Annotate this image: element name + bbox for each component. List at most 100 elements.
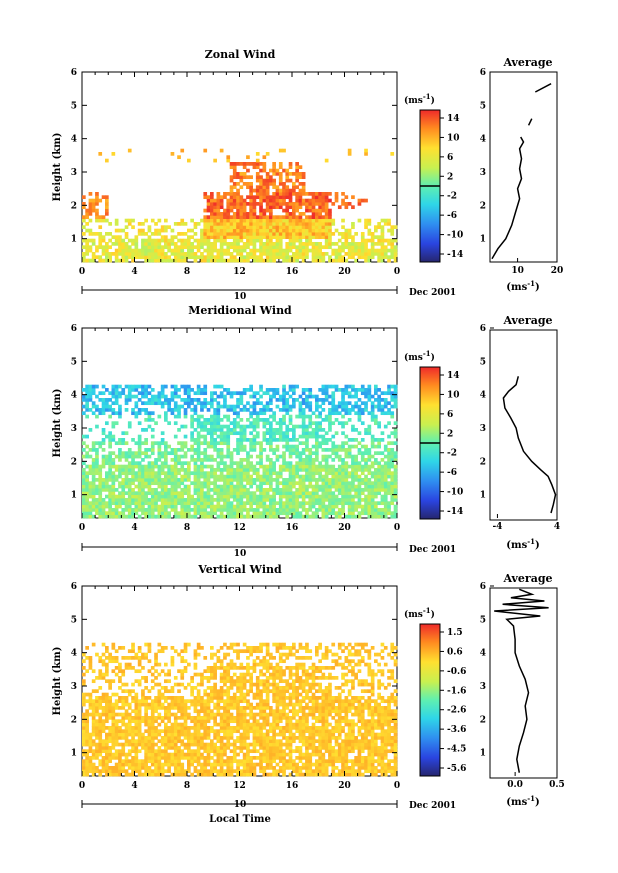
heatmap-cell [187, 498, 191, 502]
heatmap-cell [141, 478, 145, 482]
heatmap-cell [164, 646, 168, 650]
heatmap-cell [367, 431, 372, 436]
heatmap-cell [292, 438, 296, 442]
heatmap-cell [219, 511, 224, 516]
heatmap-cell [292, 222, 296, 226]
heatmap-cell [311, 208, 316, 213]
heatmap-cell [380, 508, 385, 512]
heatmap-cell [318, 508, 322, 512]
heatmap-cell [137, 742, 142, 747]
heatmap-cell [150, 759, 155, 764]
heatmap-cell [364, 258, 368, 263]
heatmap-cell [318, 245, 322, 250]
heatmap-cell [154, 478, 158, 482]
heatmap-cell [187, 461, 191, 466]
heatmap-cell [360, 384, 365, 389]
heatmap-cell [82, 702, 86, 707]
heatmap-cell [108, 474, 112, 479]
heatmap-cell [295, 172, 299, 176]
heatmap-cell [111, 434, 116, 439]
meridional-colorbar-label: (ms-1) [404, 349, 435, 363]
heatmap-cell [82, 736, 86, 740]
heatmap-cell [118, 228, 122, 233]
heatmap-cell [210, 514, 214, 519]
heatmap-cell [111, 702, 116, 707]
heatmap-cell [232, 192, 237, 196]
heatmap-cell [134, 712, 139, 717]
heatmap-cell [242, 215, 247, 220]
heatmap-cell [370, 434, 375, 439]
heatmap-cell [288, 215, 293, 220]
heatmap-cell [154, 662, 158, 667]
colorbar-tick-label: 2 [447, 429, 453, 439]
heatmap-cell [292, 444, 296, 449]
heatmap-cell [321, 222, 326, 226]
heatmap-cell [105, 766, 109, 770]
heatmap-cell [101, 746, 106, 750]
heatmap-cell [177, 706, 181, 710]
heatmap-cell [360, 388, 365, 392]
heatmap-cell [390, 454, 395, 459]
heatmap-cell [101, 722, 106, 727]
heatmap-cell [278, 471, 283, 476]
heatmap-cell [173, 242, 178, 246]
heatmap-cell [380, 471, 385, 476]
heatmap-cell [141, 762, 145, 767]
heatmap-cell [285, 461, 290, 466]
heatmap-cell [177, 471, 181, 476]
heatmap-cell [288, 491, 293, 496]
heatmap-cell [331, 401, 336, 406]
heatmap-cell [157, 394, 162, 399]
heatmap-cell [344, 421, 349, 426]
heatmap-cell [180, 682, 185, 687]
heatmap-cell [196, 238, 201, 243]
heatmap-cell [341, 242, 345, 246]
heatmap-cell [118, 729, 122, 734]
heatmap-cell [187, 769, 191, 774]
heatmap-cell [265, 428, 270, 432]
heatmap-cell [347, 514, 352, 519]
heatmap-cell [196, 242, 201, 246]
heatmap-cell [275, 431, 280, 436]
heatmap-cell [173, 461, 178, 466]
heatmap-cell [193, 508, 198, 512]
heatmap-cell [321, 408, 326, 412]
heatmap-cell [278, 218, 283, 223]
heatmap-cell [200, 508, 204, 512]
heatmap-cell [150, 702, 155, 707]
heatmap-cell [173, 248, 178, 253]
heatmap-cell [387, 388, 391, 392]
avg-profile-segment [527, 118, 533, 126]
heatmap-cell [265, 498, 270, 502]
heatmap-cell [390, 252, 395, 256]
heatmap-cell [173, 746, 178, 750]
heatmap-cell [164, 488, 168, 492]
heatmap-cell [298, 222, 303, 226]
heatmap-cell [101, 258, 106, 263]
heatmap-cell [360, 488, 365, 492]
heatmap-cell [131, 491, 135, 496]
heatmap-cell [157, 398, 162, 402]
heatmap-cell [239, 488, 244, 492]
heatmap-cell [91, 732, 96, 737]
heatmap-cell [98, 722, 103, 727]
heatmap-cell [282, 185, 286, 190]
heatmap-cell [98, 772, 103, 777]
heatmap-cell [114, 752, 119, 757]
heatmap-cell [95, 766, 99, 770]
heatmap-cell [334, 384, 339, 389]
heatmap-cell [183, 511, 188, 516]
heatmap-cell [364, 481, 368, 486]
heatmap-cell [177, 746, 181, 750]
heatmap-cell [341, 401, 345, 406]
heatmap-cell [364, 488, 368, 492]
heatmap-cell [144, 248, 148, 253]
heatmap-cell [88, 228, 93, 233]
x-tick-label: 0 [79, 523, 85, 533]
heatmap-cell [252, 228, 257, 233]
heatmap-cell [288, 238, 293, 243]
heatmap-cell [82, 461, 86, 466]
heatmap-cell [242, 205, 247, 210]
heatmap-cell [374, 418, 378, 422]
heatmap-cell [203, 481, 208, 486]
